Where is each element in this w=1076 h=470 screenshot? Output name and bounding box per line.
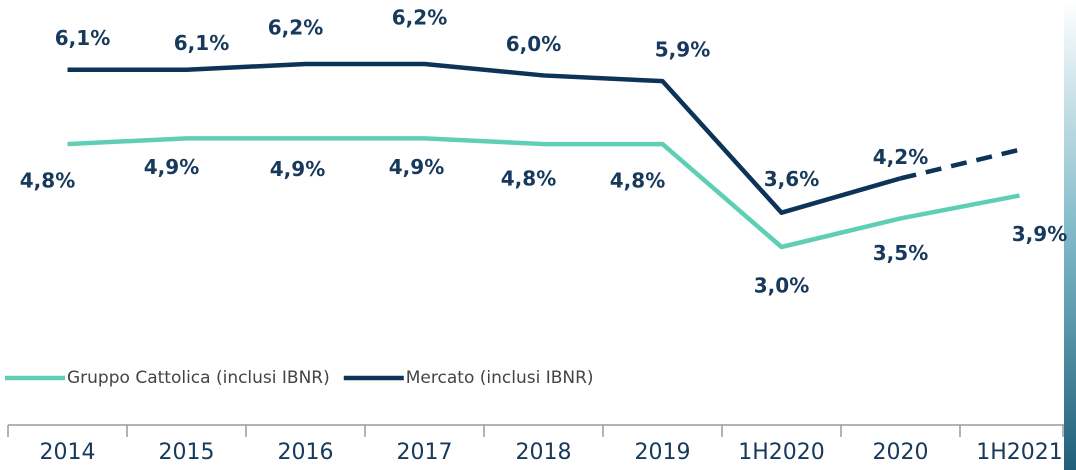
- x-tick-label: 2015: [159, 440, 215, 465]
- x-tick-label: 2020: [873, 440, 929, 465]
- data-label: 6,1%: [55, 26, 110, 50]
- data-label: 4,2%: [873, 145, 928, 169]
- data-label: 3,6%: [764, 167, 819, 191]
- legend-label: Mercato (inclusi IBNR): [406, 368, 594, 388]
- data-label: 3,9%: [1012, 222, 1067, 246]
- legend-label: Gruppo Cattolica (inclusi IBNR): [67, 368, 330, 388]
- edge-decoration: [1064, 0, 1076, 470]
- x-tick-label: 1H2021: [976, 440, 1063, 465]
- data-label: 4,9%: [270, 157, 325, 181]
- data-label: 4,8%: [610, 169, 665, 193]
- x-tick-label: 2019: [635, 440, 691, 465]
- x-tick-label: 2017: [397, 440, 453, 465]
- plot: 2014 2015 2016 2017 2018 2019 1H2020 2020 1H2021…: [5, 6, 1067, 465]
- data-label: 4,8%: [20, 169, 75, 193]
- data-label: 6,2%: [392, 6, 447, 30]
- dashed-line: [899, 147, 1021, 181]
- data-label: 5,9%: [655, 38, 710, 62]
- x-tick-label: 2016: [278, 440, 334, 465]
- x-tick-label: 2014: [40, 440, 96, 465]
- data-label: 6,0%: [506, 32, 561, 56]
- line: [67, 61, 902, 215]
- data-label: 3,0%: [754, 274, 809, 298]
- data-label: 3,5%: [873, 241, 928, 265]
- data-label: 6,2%: [268, 16, 323, 40]
- data-label: 4,9%: [389, 155, 444, 179]
- data-label: 4,9%: [144, 155, 199, 179]
- data-label: 6,1%: [174, 31, 229, 55]
- x-tick-label: 2018: [516, 440, 572, 465]
- x-tick-label: 1H2020: [738, 440, 825, 465]
- data-label: 4,8%: [501, 167, 556, 191]
- line: [67, 136, 1020, 250]
